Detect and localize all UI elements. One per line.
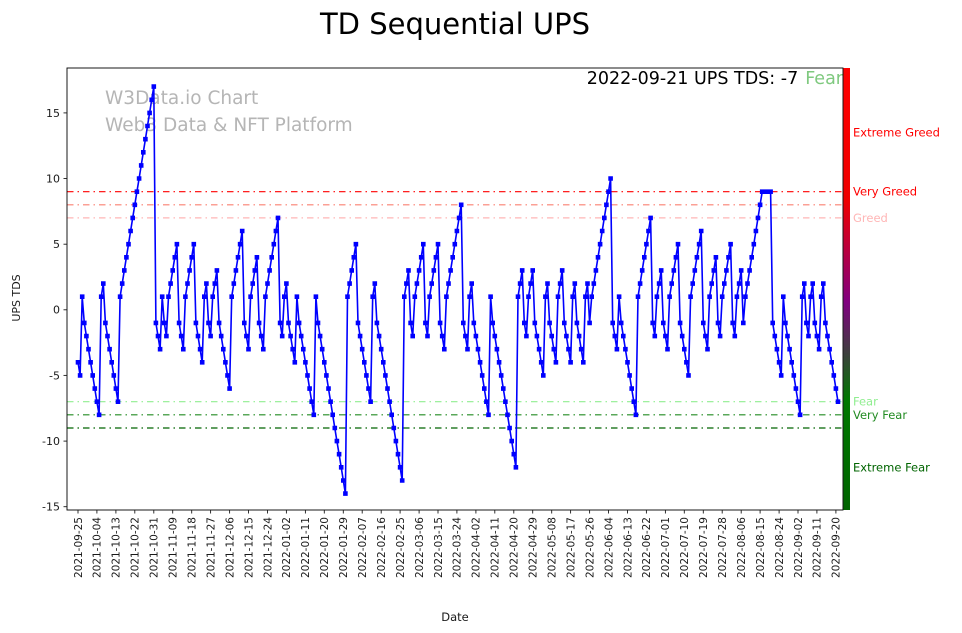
x-tick-label: 2021-10-22 <box>130 517 142 578</box>
x-tick-label: 2022-01-11 <box>300 517 312 578</box>
x-tick-label: 2022-04-29 <box>528 517 540 578</box>
zone-label: Extreme Greed <box>853 126 940 140</box>
x-tick-label: 2022-05-17 <box>565 517 577 578</box>
chart-title: TD Sequential UPS <box>319 7 591 41</box>
x-tick-label: 2022-01-02 <box>281 517 293 578</box>
x-tick-label: 2022-07-01 <box>660 517 672 578</box>
y-tick-label: 0 <box>53 304 60 317</box>
y-tick-label: 10 <box>46 172 60 185</box>
sentiment-colorbar <box>843 68 850 510</box>
tds-markers <box>75 84 841 496</box>
watermark: W3Data.io Chart Web3 Data & NFT Platform <box>105 85 353 139</box>
x-tick-label: 2022-07-28 <box>717 517 729 578</box>
x-tick-label: 2022-03-24 <box>452 517 464 578</box>
x-tick-label: 2022-01-29 <box>338 517 350 578</box>
x-tick-label: 2022-04-02 <box>471 517 483 578</box>
x-tick-label: 2022-08-06 <box>736 517 748 578</box>
y-axis-label: UPS TDS <box>10 274 23 322</box>
x-tick-label: 2021-11-27 <box>205 517 217 578</box>
x-tick-label: 2022-05-08 <box>547 517 559 578</box>
x-tick-label: 2022-08-24 <box>774 517 786 578</box>
x-tick-label: 2021-11-09 <box>168 517 180 578</box>
y-tick-label: -10 <box>42 435 60 448</box>
x-tick-label: 2021-11-18 <box>187 517 199 578</box>
x-tick-label: 2022-04-20 <box>509 517 521 578</box>
annotation-status: Fear <box>805 69 843 89</box>
x-tick-label: 2022-06-04 <box>603 517 615 578</box>
annotation-text: 2022-09-21 UPS TDS: -7 <box>586 69 799 89</box>
watermark-line1: W3Data.io Chart <box>105 88 259 109</box>
x-tick-label: 2022-09-02 <box>793 517 805 578</box>
x-tick-label: 2022-09-20 <box>831 517 843 578</box>
latest-value-annotation: 2022-09-21 UPS TDS: -7 Fear <box>587 69 843 89</box>
x-tick-label: 2021-12-06 <box>224 517 236 578</box>
x-tick-label: 2022-04-11 <box>490 517 502 578</box>
x-tick-label: 2021-10-13 <box>111 517 123 578</box>
zone-label: Extreme Fear <box>853 460 930 474</box>
threshold-label: Greed <box>853 211 888 225</box>
y-tick-label: -5 <box>49 369 60 382</box>
x-tick-label: 2021-10-31 <box>149 517 161 578</box>
x-axis-label: Date <box>441 610 469 624</box>
tds-line <box>77 85 839 495</box>
y-tick-label: 15 <box>46 107 60 120</box>
x-tick-label: 2022-03-15 <box>433 517 445 578</box>
watermark-line2: Web3 Data & NFT Platform <box>105 115 353 136</box>
x-tick-label: 2021-12-24 <box>262 517 274 578</box>
x-tick-label: 2022-07-10 <box>679 517 691 578</box>
x-tick-label: 2022-09-11 <box>812 517 824 578</box>
x-tick-label: 2021-10-04 <box>92 517 104 578</box>
y-tick-label: 5 <box>53 238 60 251</box>
threshold-label: Fear <box>853 395 878 409</box>
axes-frame <box>66 67 844 511</box>
x-tick-label: 2022-02-16 <box>376 517 388 578</box>
x-tick-label: 2022-08-15 <box>755 517 767 578</box>
x-tick-label: 2022-05-26 <box>584 517 596 578</box>
x-tick-label: 2022-01-20 <box>319 517 331 578</box>
y-tick-label: -15 <box>42 501 60 514</box>
threshold-label: Very Fear <box>853 408 907 422</box>
x-tick-label: 2022-02-25 <box>395 517 407 578</box>
x-tick-label: 2022-02-07 <box>357 517 369 578</box>
threshold-label: Very Greed <box>853 185 917 199</box>
x-tick-label: 2022-03-06 <box>414 517 426 578</box>
x-tick-label: 2022-07-19 <box>698 517 710 578</box>
x-tick-label: 2021-12-15 <box>243 517 255 578</box>
x-tick-label: 2022-06-13 <box>622 517 634 578</box>
x-tick-label: 2022-06-22 <box>641 517 653 578</box>
x-tick-label: 2021-09-25 <box>73 517 85 578</box>
